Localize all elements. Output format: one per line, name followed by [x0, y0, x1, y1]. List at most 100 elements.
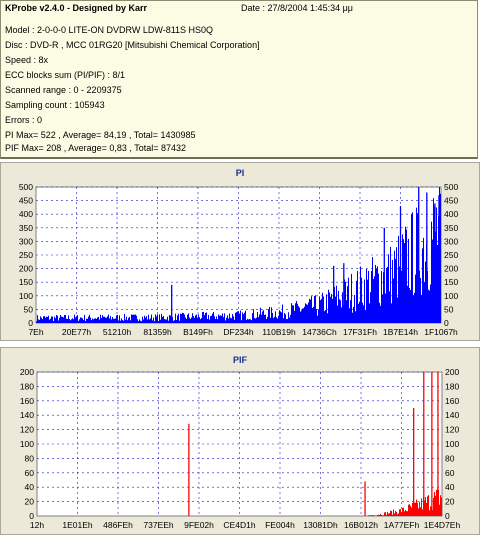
pi-bar: [297, 304, 298, 323]
pi-bar: [436, 207, 437, 323]
pif-bar: [430, 506, 431, 516]
pi-bar: [243, 314, 244, 323]
pi-bar: [409, 288, 410, 323]
pi-bar: [369, 303, 370, 323]
disc-line: Disc : DVD-R , MCC 01RG20 [Mitsubishi Ch…: [5, 40, 260, 51]
pi-bar: [371, 271, 372, 323]
pi-bar: [71, 319, 72, 323]
pi-bar: [325, 310, 326, 323]
pif-y-tick-label: 120: [20, 425, 34, 435]
pif-bar: [387, 512, 388, 516]
pi-bar: [231, 318, 232, 323]
pi-bar: [63, 317, 64, 323]
pi-bar: [65, 315, 66, 323]
pi-bar: [161, 314, 162, 323]
pi-bar: [203, 312, 204, 323]
pi-y-tick-label: 400: [19, 209, 33, 219]
pif-x-tick-label: 13081Dh: [303, 520, 338, 530]
pi-bar: [390, 247, 391, 323]
pif-bar: [385, 512, 386, 516]
pi-bar: [238, 311, 239, 323]
pif-bar: [435, 496, 436, 516]
pi-bar: [206, 312, 207, 323]
pi-bar: [415, 275, 416, 323]
pif-bar: [441, 497, 442, 516]
pi-bar: [346, 300, 347, 323]
pi-y2-tick-label: 300: [444, 236, 458, 246]
pi-bar: [89, 315, 90, 323]
pi-bar: [235, 313, 236, 323]
pi-bar: [103, 317, 104, 323]
pif-y-tick-label: 60: [25, 468, 35, 478]
pi-bar: [359, 302, 360, 323]
pi-bar: [402, 234, 403, 323]
pi-bar: [62, 317, 63, 323]
pif-x-tick-label: 9FE02h: [184, 520, 214, 530]
pi-bar: [180, 314, 181, 323]
pif-bar: [416, 499, 417, 516]
pi-bar: [425, 262, 426, 323]
pi-bar: [361, 278, 362, 323]
pi-bar: [256, 318, 257, 323]
pi-x-tick-label: 17F31Fh: [343, 327, 377, 337]
pi-y2-tick-label: 500: [444, 182, 458, 192]
pi-bar: [126, 317, 127, 323]
pi-bar: [97, 317, 98, 323]
pi-bar: [184, 315, 185, 323]
pi-bar: [375, 265, 376, 323]
pi-bar: [417, 213, 418, 323]
pi-y2-tick-label: 100: [444, 291, 458, 301]
pi-bar: [213, 312, 214, 323]
pi-bar: [95, 318, 96, 323]
pi-bar: [351, 274, 352, 323]
pi-bar: [268, 309, 269, 323]
pi-bar: [366, 269, 367, 323]
pif-y2-tick-label: 180: [445, 381, 459, 391]
pif-bar: [372, 515, 373, 516]
pi-bar: [156, 316, 157, 323]
pi-y2-tick-label: 50: [444, 304, 454, 314]
pi-bar: [141, 321, 142, 323]
pif-bar: [422, 509, 423, 516]
pi-bar: [412, 212, 413, 323]
pi-bar: [269, 307, 270, 323]
pi-bar: [98, 317, 99, 323]
pi-bar: [116, 316, 117, 323]
pi-bar: [398, 236, 399, 323]
pif-bar: [380, 514, 381, 516]
pi-bar: [323, 296, 324, 323]
pi-bar: [135, 315, 136, 323]
pi-bar: [433, 198, 434, 323]
pi-bar: [410, 290, 411, 323]
pif-bar: [415, 503, 416, 516]
pif-bar: [433, 498, 434, 516]
pi-bar: [56, 315, 57, 323]
pi-bar: [432, 240, 433, 323]
pi-x-tick-label: 81359h: [143, 327, 172, 337]
pi-bar: [83, 320, 84, 323]
pif-bar: [371, 515, 372, 516]
pif-bar: [388, 514, 389, 516]
sampling-count-line: Sampling count : 105943: [5, 100, 105, 111]
pi-bar: [70, 320, 71, 323]
pi-bar: [407, 286, 408, 323]
pi-bar: [305, 303, 306, 323]
pi-bar: [123, 321, 124, 323]
pi-y2-tick-label: 200: [444, 264, 458, 274]
pi-bar: [388, 254, 389, 323]
errors-line: Errors : 0: [5, 115, 42, 126]
pi-bar: [281, 312, 282, 323]
pi-bar: [368, 271, 369, 323]
pi-bar: [200, 319, 201, 323]
pi-bar: [279, 310, 280, 323]
pi-bar: [154, 321, 155, 323]
pi-bar: [39, 320, 40, 323]
pi-bar: [303, 308, 304, 323]
pif-bar: [410, 506, 411, 516]
pi-bar: [274, 317, 275, 323]
pi-bar: [330, 297, 331, 323]
pi-x-tick-label: 20E77h: [62, 327, 92, 337]
pi-bar: [230, 318, 231, 323]
